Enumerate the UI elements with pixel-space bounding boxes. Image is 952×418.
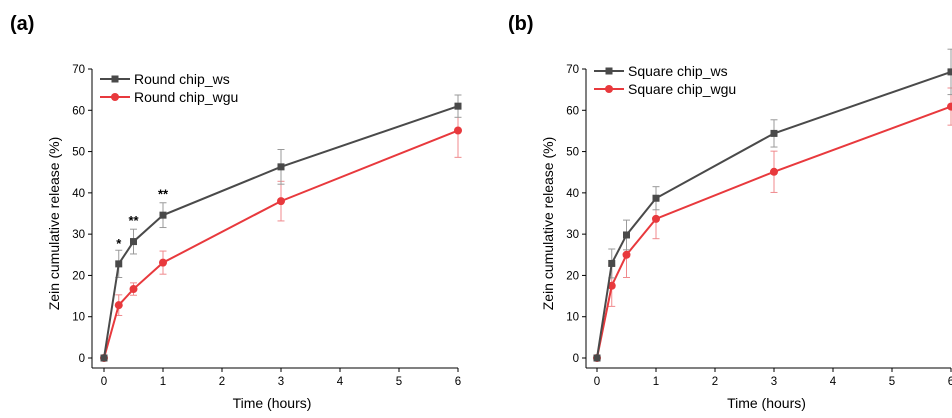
significance-label: **	[158, 187, 169, 202]
data-point	[771, 130, 778, 137]
series-wgu	[593, 88, 952, 362]
legend-item-wgu: Square chip_wgu	[594, 81, 736, 97]
data-point	[160, 212, 167, 219]
x-tick-label: 4	[337, 376, 344, 388]
data-point	[115, 301, 123, 309]
data-point	[455, 103, 462, 110]
x-tick-label: 5	[396, 376, 402, 388]
series-ws	[101, 95, 462, 361]
legend-item-wgu: Round chip_wgu	[100, 89, 238, 105]
y-axis-title: Zein cumulative release (%)	[46, 137, 62, 311]
legend-swatch-marker	[605, 85, 613, 93]
x-tick-label: 0	[594, 376, 600, 388]
data-point	[623, 231, 630, 238]
y-tick-label: 20	[566, 270, 579, 282]
y-tick-label: 10	[72, 312, 85, 324]
data-point	[653, 195, 660, 202]
x-tick-label: 6	[948, 376, 952, 388]
y-tick-label: 40	[72, 188, 85, 200]
x-tick-label: 3	[771, 376, 777, 388]
x-tick-label: 6	[455, 376, 461, 388]
x-tick-label: 3	[278, 376, 284, 388]
legend-label: Round chip_wgu	[134, 89, 238, 105]
y-tick-label: 40	[566, 188, 579, 200]
y-tick-label: 0	[573, 353, 579, 365]
x-tick-label: 2	[712, 376, 718, 388]
data-point	[278, 163, 285, 170]
y-tick-label: 50	[566, 147, 579, 159]
data-point	[623, 251, 631, 259]
data-point	[608, 260, 615, 267]
legend-label: Square chip_wgu	[628, 81, 736, 97]
data-point	[277, 197, 285, 205]
legend-label: Square chip_ws	[628, 63, 728, 79]
x-tick-label: 1	[653, 376, 659, 388]
series-wgu	[100, 104, 462, 362]
y-tick-label: 50	[72, 147, 85, 159]
legend-swatch-marker	[112, 76, 119, 83]
y-tick-label: 60	[72, 105, 85, 117]
panel-label: (b)	[508, 13, 534, 35]
data-point	[652, 215, 660, 223]
y-tick-label: 0	[79, 353, 85, 365]
x-tick-label: 4	[830, 376, 837, 388]
y-tick-label: 30	[566, 229, 579, 241]
data-point	[130, 238, 137, 245]
legend-swatch-marker	[606, 68, 613, 75]
legend-item-ws: Round chip_ws	[100, 71, 230, 87]
data-point	[594, 355, 601, 362]
x-tick-label: 0	[101, 376, 107, 388]
chart-panel-a: (a) 0 10 20 30 40 50 60 70 0 1 2 3 4 5 6 Time (hours) Zei…	[10, 13, 462, 411]
x-tick-label: 1	[160, 376, 166, 388]
x-tick-label: 5	[889, 376, 895, 388]
data-point	[770, 168, 778, 176]
legend-item-ws: Square chip_ws	[594, 63, 728, 79]
data-point	[947, 103, 952, 111]
panel-label: (a)	[10, 13, 34, 35]
legend-label: Round chip_ws	[134, 71, 230, 87]
data-point	[115, 260, 122, 267]
significance-label: **	[128, 213, 139, 228]
legend: Round chip_ws Round chip_wgu	[100, 71, 238, 105]
data-point	[101, 355, 108, 362]
x-tick-label: 2	[219, 376, 225, 388]
y-tick-label: 70	[566, 64, 579, 76]
y-tick-label: 20	[72, 270, 85, 282]
y-tick-label: 70	[72, 64, 85, 76]
x-axis-title: Time (hours)	[233, 395, 312, 411]
series-line	[597, 72, 951, 358]
y-tick-label: 30	[72, 229, 85, 241]
data-point	[159, 259, 167, 267]
series-line	[104, 106, 458, 358]
x-axis-title: Time (hours)	[727, 395, 806, 411]
legend: Square chip_ws Square chip_wgu	[594, 63, 736, 97]
data-point	[948, 68, 952, 75]
data-point	[454, 127, 462, 135]
data-point	[130, 285, 138, 293]
legend-swatch-marker	[111, 93, 119, 101]
significance-label: *	[116, 236, 122, 251]
chart-panel-b: (b) 0 10 20 30 40 50 60 70 0 1 2 3 4 5 6 Time (hours) Zei…	[508, 13, 952, 411]
y-tick-label: 60	[566, 105, 579, 117]
y-axis-title: Zein cumulative release (%)	[540, 137, 556, 311]
y-tick-label: 10	[566, 312, 579, 324]
